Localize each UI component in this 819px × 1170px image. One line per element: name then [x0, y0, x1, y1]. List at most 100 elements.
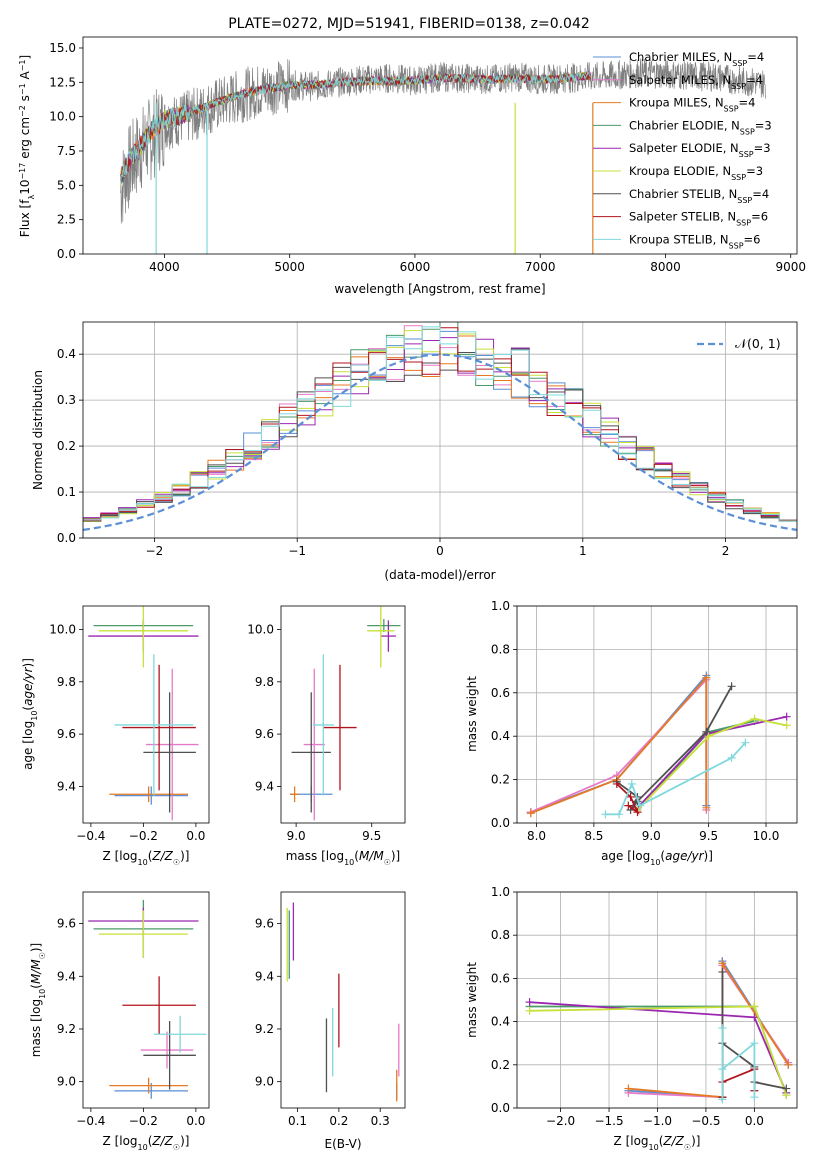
- x-axis-label: wavelength [Angstrom, rest frame]: [334, 282, 545, 296]
- y-tick-label: 10.0: [247, 623, 274, 637]
- x-tick-label: 9.5: [699, 829, 718, 843]
- x-tick-label: 8.5: [584, 829, 603, 843]
- x-tick-label: 2: [722, 544, 730, 558]
- x-tick-label: 9.5: [362, 829, 381, 843]
- mass-weight-marker: [526, 809, 535, 818]
- legend-entry: Kroupa ELODIE, NSSP=3: [629, 164, 763, 182]
- x-tick-label: 8.0: [527, 829, 546, 843]
- y-tick-label: 9.4: [255, 969, 274, 983]
- axes-6: −0.4 −0.2 0.0 9.0 9.2 9.4 9.6: [57, 891, 210, 1128]
- y-tick-label: 9.4: [57, 779, 76, 793]
- mass-weight-line: [616, 783, 640, 815]
- legend-entry: Chabrier MILES, NSSP=4: [629, 50, 764, 68]
- y-tick-label: 12.5: [49, 75, 76, 89]
- y-tick-label: 9.8: [57, 675, 76, 689]
- legend-entry: 𝒩(0, 1): [735, 336, 781, 351]
- axes-frame: [82, 605, 210, 824]
- y-tick-label: 0.4: [491, 1015, 510, 1029]
- mass-weight-marker: [601, 810, 610, 819]
- histogram-step: [83, 322, 797, 538]
- axes-7: 0.1 0.2 0.3 9.0 9.2 9.4 9.6: [255, 891, 406, 1128]
- mass-weight-marker: [702, 727, 711, 736]
- x-axis-label: (data-model)/error: [384, 568, 495, 582]
- mass-weight-marker: [718, 959, 727, 968]
- x-tick-label: 9.0: [642, 829, 661, 843]
- y-axis-label: mass weight: [465, 962, 479, 1038]
- mass-weight-marker: [750, 714, 759, 723]
- mass-weight-marker: [525, 1006, 534, 1015]
- axes-frame: [516, 891, 798, 1109]
- y-tick-label: 9.6: [57, 727, 76, 741]
- mass-weight-marker: [782, 1084, 791, 1093]
- histogram-step: [83, 327, 797, 538]
- plot-area: [526, 671, 791, 819]
- chart-title: PLATE=0272, MJD=51941, FIBERID=0138, z=0…: [228, 16, 590, 32]
- mass-weight-marker: [750, 1093, 759, 1102]
- mass-weight-marker: [624, 801, 633, 810]
- y-tick-label: 7.5: [57, 144, 76, 158]
- y-tick-label: 0.8: [491, 642, 510, 656]
- x-tick-label: −0.2: [129, 829, 158, 843]
- y-tick-label: 0.4: [57, 347, 76, 361]
- mass-weight-line: [529, 1005, 788, 1096]
- plot-area: [120, 58, 766, 254]
- axes-frame: [82, 321, 798, 539]
- mass-weight-line: [636, 717, 787, 811]
- legend-entry: Chabrier STELIB, NSSP=4: [629, 187, 769, 205]
- y-axis-label: age [log10(age/yr)]: [21, 658, 39, 770]
- model-spectrum: [120, 71, 591, 187]
- y-tick-label: 0.0: [57, 531, 76, 545]
- axes-frame: [82, 891, 210, 1109]
- legend-entry: Kroupa STELIB, NSSP=6: [629, 232, 760, 250]
- legend-entry: Salpeter MILES, NSSP=4: [629, 73, 763, 91]
- x-tick-label: 0.0: [186, 829, 205, 843]
- mass-weight-marker: [626, 792, 635, 801]
- mass-weight-marker: [750, 1002, 759, 1011]
- axes-2: −2 −1 0 1 2 0.0 0.1 0.2 0.3 0.4 𝒩(0, 1): [57, 321, 798, 558]
- mass-weight-marker: [633, 808, 642, 817]
- mass-weight-marker: [704, 732, 713, 741]
- mass-weight-line: [530, 672, 708, 813]
- mass-weight-marker: [784, 1060, 793, 1069]
- y-tick-label: 9.4: [57, 969, 76, 983]
- y-tick-label: 2.5: [57, 213, 76, 227]
- y-tick-label: 0.2: [491, 773, 510, 787]
- y-tick-label: 0.8: [491, 928, 510, 942]
- normal-curve: [83, 353, 797, 531]
- x-tick-label: −1.5: [594, 1114, 623, 1128]
- axes-frame: [82, 36, 798, 255]
- y-tick-label: 0.6: [491, 971, 510, 985]
- x-axis-label: Z [log10(Z/Z☉)]: [614, 1134, 701, 1152]
- y-tick-label: 9.4: [255, 779, 274, 793]
- y-tick-label: 9.2: [255, 1022, 274, 1036]
- x-tick-label: −0.4: [76, 1114, 105, 1128]
- y-tick-label: 9.2: [57, 1022, 76, 1036]
- legend-entry: Chabrier ELODIE, NSSP=3: [629, 118, 772, 136]
- mass-weight-marker: [702, 673, 711, 682]
- x-tick-label: 10.0: [753, 829, 780, 843]
- axes-5: 8.0 8.5 9.0 9.5 10.0 0.0 0.2 0.4 0.6 0.8 1.0: [491, 599, 798, 843]
- mass-weight-marker: [615, 810, 624, 819]
- plot-area: [525, 957, 793, 1104]
- y-axis-label: Normed distribution: [31, 370, 45, 490]
- x-axis-label: Z [log10(Z/Z☉)]: [103, 849, 190, 867]
- mass-weight-line: [530, 675, 708, 815]
- axes-frame: [280, 605, 406, 824]
- histogram-step: [83, 326, 797, 538]
- x-tick-label: 0.0: [186, 1114, 205, 1128]
- x-tick-label: 0.0: [745, 1114, 764, 1128]
- mass-weight-marker: [782, 712, 791, 721]
- x-tick-label: 0.3: [371, 1114, 390, 1128]
- x-tick-label: 5000: [274, 260, 305, 274]
- y-tick-label: 9.6: [255, 917, 274, 931]
- y-axis-label: mass weight: [465, 676, 479, 752]
- mass-weight-marker: [718, 1024, 727, 1033]
- y-tick-label: 9.0: [255, 1075, 274, 1089]
- mass-weight-line: [628, 960, 790, 1099]
- y-tick-label: 0.6: [491, 686, 510, 700]
- y-tick-label: 0.0: [491, 1101, 510, 1115]
- mass-weight-marker: [624, 1084, 633, 1093]
- x-tick-label: 9000: [775, 260, 806, 274]
- y-tick-label: 10.0: [49, 623, 76, 637]
- x-tick-label: 9.0: [287, 829, 306, 843]
